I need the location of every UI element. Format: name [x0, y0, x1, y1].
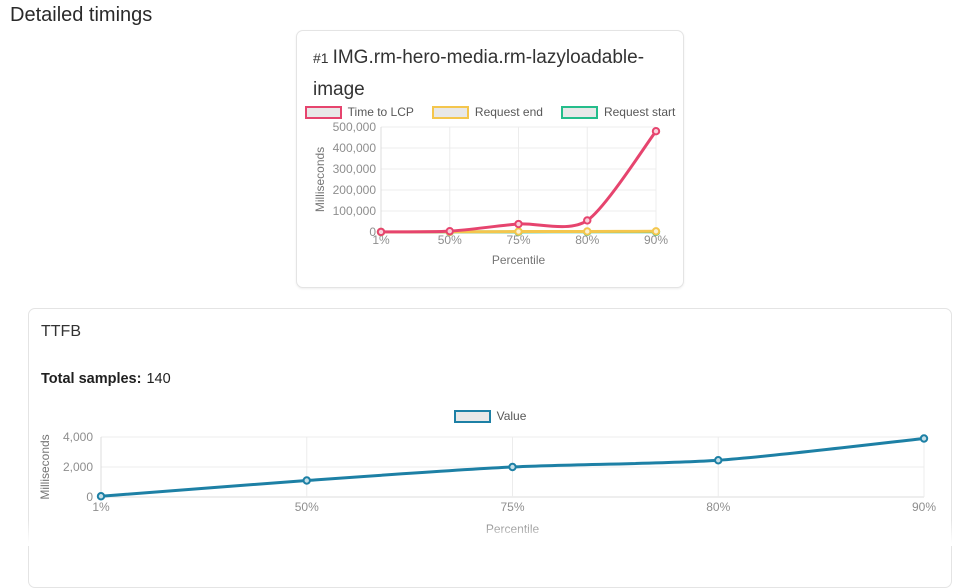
- legend-label-value: Value: [497, 409, 527, 423]
- legend-item-time-to-lcp[interactable]: Time to LCP: [305, 105, 414, 119]
- legend-item-request-end[interactable]: Request end: [432, 105, 543, 119]
- x-tick-label: 50%: [295, 500, 319, 514]
- legend-label-time-to-lcp: Time to LCP: [348, 105, 414, 119]
- data-point-request-end[interactable]: [584, 228, 590, 234]
- ttfb-chart-legend: Value: [29, 409, 951, 423]
- y-tick-label: 500,000: [333, 120, 377, 134]
- y-tick-label: 2,000: [63, 460, 93, 474]
- data-point-time-to-lcp[interactable]: [584, 217, 590, 223]
- x-tick-label: 75%: [500, 500, 524, 514]
- data-point-value[interactable]: [509, 464, 515, 470]
- data-point-request-end[interactable]: [653, 228, 659, 234]
- ttfb-card-title: TTFB: [41, 323, 81, 341]
- lcp-chart-canvas[interactable]: 0100,000200,000300,000400,000500,0001%50…: [297, 121, 685, 279]
- y-tick-label: 100,000: [333, 204, 377, 218]
- legend-swatch-request-start: [561, 106, 598, 119]
- lcp-rank-badge: #1: [313, 50, 329, 66]
- page-title: Detailed timings: [10, 4, 152, 27]
- data-point-value[interactable]: [715, 457, 721, 463]
- legend-swatch-value: [454, 410, 491, 423]
- lcp-chart-legend: Time to LCP Request end Request start: [297, 105, 683, 119]
- legend-item-request-start[interactable]: Request start: [561, 105, 675, 119]
- data-point-time-to-lcp[interactable]: [515, 221, 521, 227]
- legend-swatch-time-to-lcp: [305, 106, 342, 119]
- data-point-time-to-lcp[interactable]: [378, 229, 384, 235]
- legend-label-request-start: Request start: [604, 105, 675, 119]
- total-samples-label: Total samples:: [41, 371, 141, 387]
- data-point-time-to-lcp[interactable]: [653, 128, 659, 134]
- x-tick-label: 90%: [912, 500, 936, 514]
- data-point-value[interactable]: [98, 493, 104, 499]
- y-axis-title: Milliseconds: [38, 434, 52, 499]
- y-axis-title: Milliseconds: [313, 147, 327, 212]
- y-tick-label: 200,000: [333, 183, 377, 197]
- total-samples-value: 140: [146, 371, 170, 387]
- lcp-element-selector: IMG.rm-hero-media.rm-lazyloadable-image: [313, 47, 644, 100]
- x-axis-title: Percentile: [486, 522, 540, 536]
- data-point-value[interactable]: [304, 477, 310, 483]
- x-axis-title: Percentile: [492, 253, 546, 267]
- legend-swatch-request-end: [432, 106, 469, 119]
- x-tick-label: 80%: [706, 500, 730, 514]
- data-point-value[interactable]: [921, 435, 927, 441]
- legend-item-value[interactable]: Value: [454, 409, 527, 423]
- legend-label-request-end: Request end: [475, 105, 543, 119]
- y-tick-label: 400,000: [333, 141, 377, 155]
- y-tick-label: 300,000: [333, 162, 377, 176]
- total-samples: Total samples: 140: [41, 371, 171, 387]
- data-point-time-to-lcp[interactable]: [447, 228, 453, 234]
- x-tick-label: 1%: [92, 500, 110, 514]
- ttfb-chart-canvas[interactable]: 02,0004,0001%50%75%80%90%PercentileMilli…: [29, 427, 953, 549]
- data-point-request-end[interactable]: [515, 228, 521, 234]
- y-tick-label: 4,000: [63, 430, 93, 444]
